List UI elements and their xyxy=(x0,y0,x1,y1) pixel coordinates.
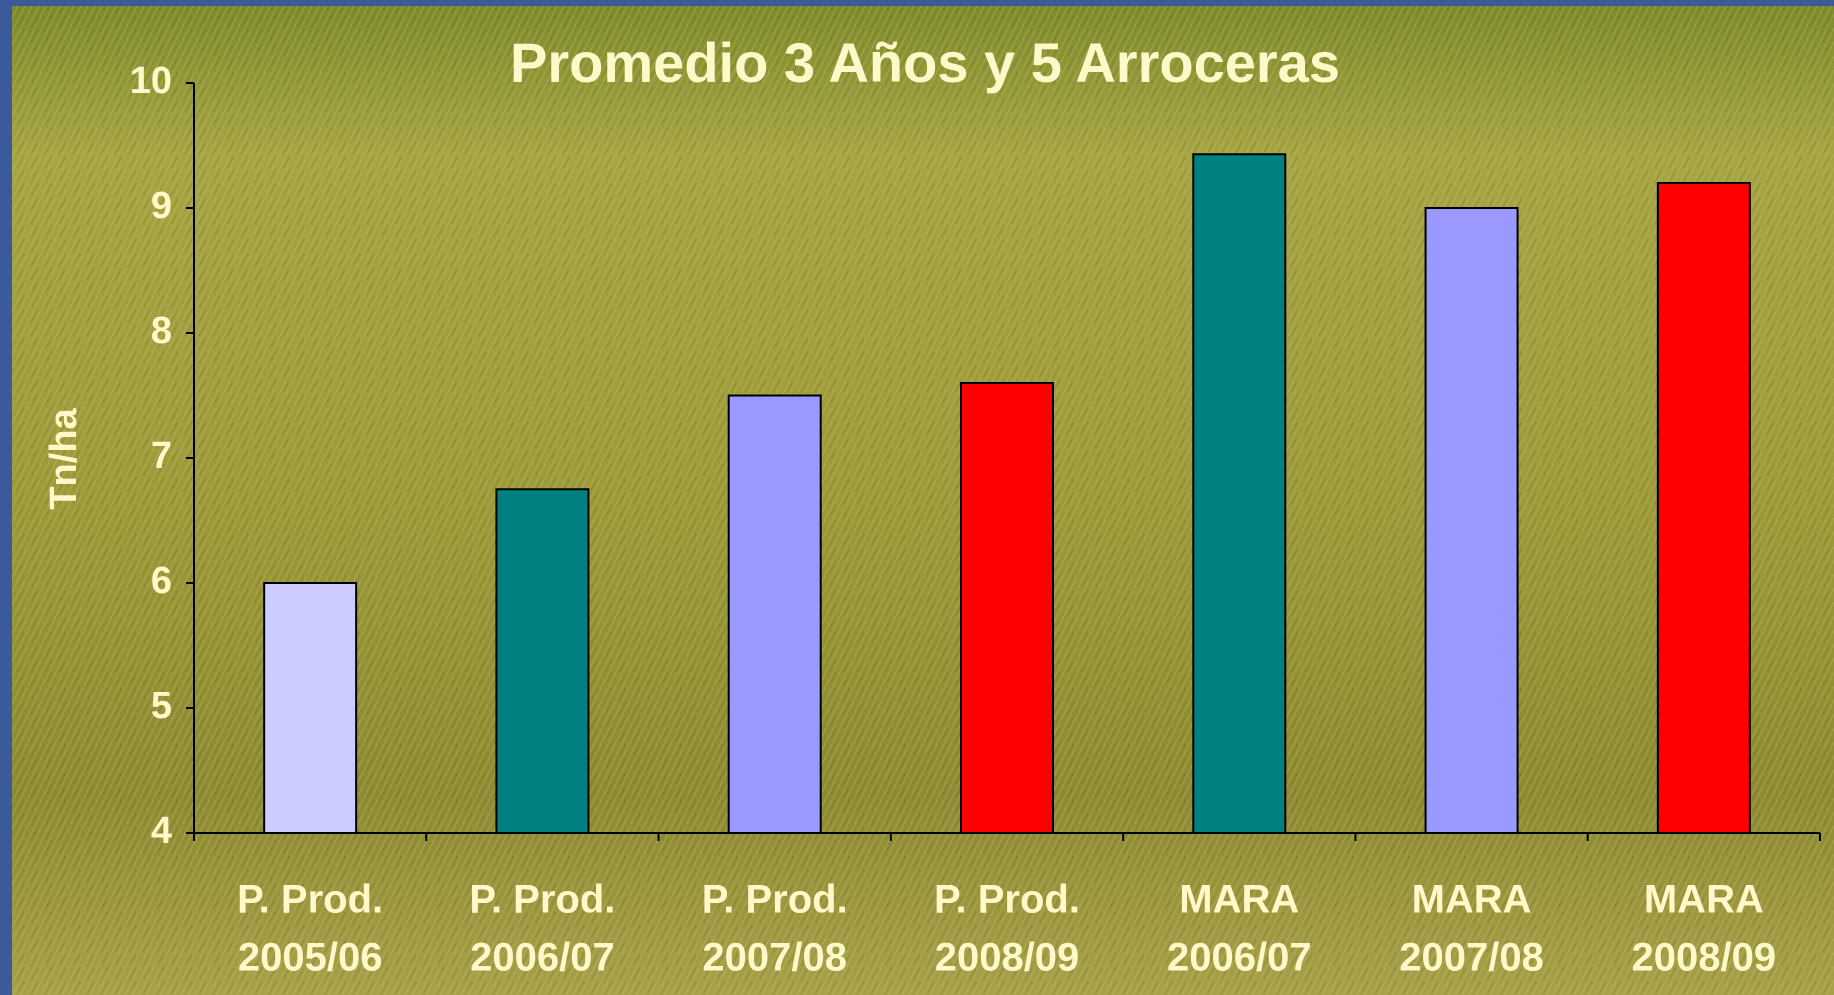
y-tick-label: 5 xyxy=(151,685,172,727)
bar xyxy=(1656,182,1751,834)
bar xyxy=(495,488,590,834)
x-tick-label: P. Prod. xyxy=(702,878,848,922)
bar xyxy=(960,382,1054,834)
y-tick-label: 9 xyxy=(151,185,172,227)
chart-title: Promedio 3 Años y 5 Arroceras xyxy=(510,31,1340,94)
background-texture xyxy=(12,6,1834,995)
x-tick-label: 2006/07 xyxy=(470,936,615,980)
y-tick-label: 6 xyxy=(151,560,172,602)
x-tick-label: MARA xyxy=(1179,878,1299,922)
x-tick-label: MARA xyxy=(1412,878,1532,922)
bar xyxy=(1424,207,1519,834)
bar xyxy=(727,394,822,834)
y-tick-label: 7 xyxy=(151,435,172,477)
x-tick-label: 2008/09 xyxy=(1632,936,1777,980)
x-tick-label: 2008/09 xyxy=(935,936,1080,980)
x-tick-label: 2005/06 xyxy=(238,936,383,980)
y-axis-label: Tn/ha xyxy=(43,407,85,509)
x-tick-label: P. Prod. xyxy=(469,878,615,922)
bar xyxy=(1192,153,1287,834)
x-tick-label: 2007/08 xyxy=(1399,936,1544,980)
y-tick-label: 4 xyxy=(151,810,172,852)
x-tick-label: MARA xyxy=(1644,878,1764,922)
x-tick-label: 2007/08 xyxy=(702,936,847,980)
x-tick-label: 2006/07 xyxy=(1167,936,1312,980)
y-tick-label: 8 xyxy=(151,310,172,352)
x-tick-label: P. Prod. xyxy=(934,878,1080,922)
x-tick-label: P. Prod. xyxy=(237,878,383,922)
y-tick-label: 10 xyxy=(130,60,172,102)
bar xyxy=(263,582,358,834)
